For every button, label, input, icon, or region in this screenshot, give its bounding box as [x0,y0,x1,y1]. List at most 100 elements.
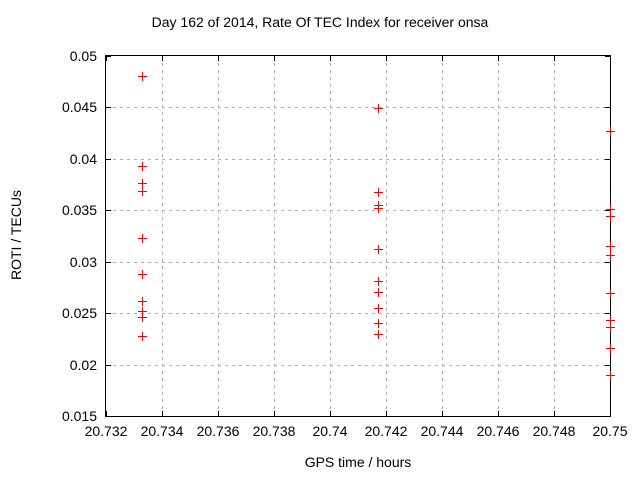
data-point-marker [138,331,148,341]
x-tick-mark [386,411,387,416]
y-tick-mark [605,416,610,417]
data-point-marker [606,370,615,380]
y-tick-mark [605,313,610,315]
y-tick-mark [605,107,610,109]
x-tick-label: 20.74 [312,423,348,439]
y-tick-mark [106,158,111,160]
y-tick-mark [605,210,610,212]
x-tick-mark [610,56,611,61]
data-point-marker [373,304,383,313]
y-tick-mark [106,56,111,57]
x-tick-mark [498,411,499,416]
x-tick-label: 20.744 [420,423,464,439]
chart-title: Day 162 of 2014, Rate Of TEC Index for r… [151,14,489,30]
x-tick-label: 20.734 [140,423,184,439]
data-point-marker [138,307,148,317]
data-point-marker [373,245,383,255]
x-tick-label: 20.732 [84,423,128,439]
y-tick-mark [106,107,111,109]
data-point-marker [373,329,383,339]
data-point-marker [606,242,615,252]
data-point-marker [606,205,615,215]
plot-area [105,55,615,417]
x-tick-mark [330,56,331,61]
x-tick-label: 20.736 [196,423,240,439]
x-tick-mark [162,56,163,61]
y-tick-mark [605,56,610,57]
x-tick-mark [274,411,275,416]
data-point-marker [606,316,615,326]
x-tick-mark [218,56,219,61]
y-tick-mark [106,416,111,417]
x-tick-mark [330,411,331,416]
x-tick-label: 20.742 [364,423,408,439]
gridline-horizontal [106,364,610,366]
x-tick-mark [106,56,107,61]
gridline-horizontal [106,313,610,315]
y-tick-label: 0.02 [69,356,97,373]
y-tick-label: 0.05 [69,48,97,64]
y-tick-mark [605,158,610,160]
gridline-vertical [218,56,219,416]
x-axis-label: GPS time / hours [304,454,412,470]
data-point-marker [138,186,148,196]
y-tick-mark [106,261,111,263]
gridline-vertical [162,56,163,416]
data-point-marker [138,313,148,323]
data-point-marker [138,296,148,306]
data-point-marker [138,270,148,280]
data-point-marker [606,344,615,354]
gridline-vertical [274,56,275,416]
y-tick-mark [605,261,610,263]
data-point-marker [373,319,383,329]
data-point-marker [138,71,148,81]
x-tick-mark [386,56,387,61]
x-tick-mark [106,411,107,416]
data-point-marker [138,234,148,244]
x-tick-label: 20.75 [592,423,628,439]
x-tick-mark [554,411,555,416]
data-point-marker [606,127,615,137]
x-tick-mark [162,411,163,416]
x-tick-mark [218,411,219,416]
data-point-marker [138,162,148,172]
y-tick-label: 0.035 [61,202,97,219]
x-tick-mark [498,56,499,61]
x-tick-label: 20.738 [252,423,296,439]
y-tick-label: 0.04 [69,150,97,167]
data-point-marker [606,212,615,222]
x-tick-mark [554,56,555,61]
data-point-marker [373,104,383,114]
y-tick-label: 0.045 [61,99,97,116]
y-tick-label: 0.015 [61,408,97,424]
y-tick-mark [106,364,111,366]
y-tick-label: 0.03 [69,253,97,270]
data-point-marker [373,187,383,197]
x-tick-label: 20.746 [476,423,520,439]
x-tick-mark [442,56,443,61]
data-point-marker [606,250,615,260]
x-tick-label: 20.748 [532,423,576,439]
data-point-marker [138,178,148,188]
data-point-marker [373,204,383,214]
y-tick-mark [106,313,111,315]
data-point-marker [606,288,615,298]
gridline-horizontal [106,158,610,160]
x-tick-mark [610,411,611,416]
data-point-marker [373,277,383,287]
x-tick-mark [442,411,443,416]
gridline-horizontal [106,261,610,263]
gridline-vertical [554,56,555,416]
gridline-vertical [498,56,499,416]
y-tick-label: 0.025 [61,305,97,322]
data-point-marker [606,322,615,332]
y-tick-mark [605,364,610,366]
x-tick-mark [274,56,275,61]
gridline-vertical [330,56,331,416]
data-point-marker [373,287,383,297]
gridline-vertical [442,56,443,416]
y-tick-mark [106,210,111,212]
gridline-horizontal [106,107,610,109]
gridline-horizontal [106,210,610,212]
